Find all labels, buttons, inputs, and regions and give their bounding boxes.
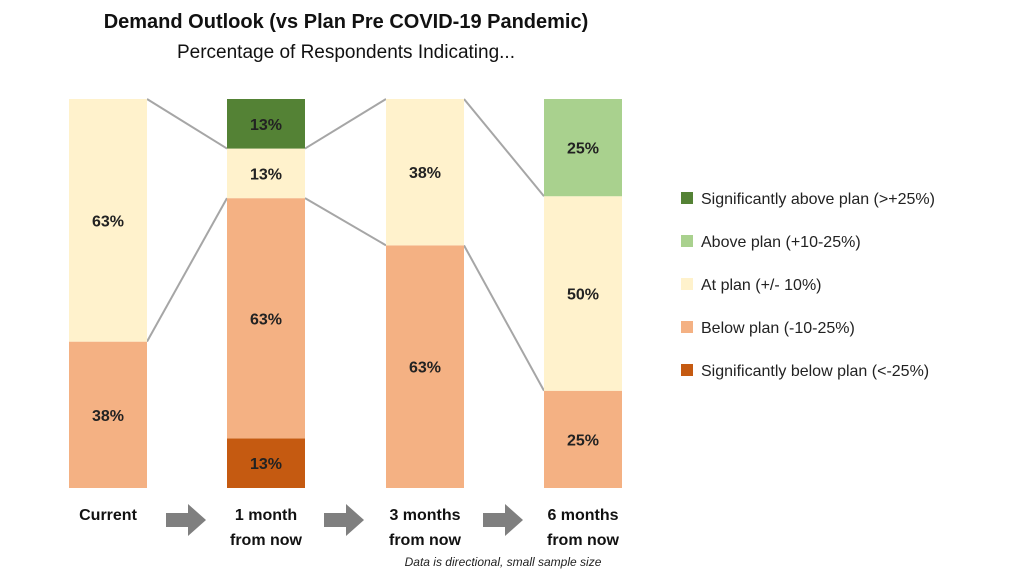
data-label: 13% xyxy=(250,456,282,473)
data-label: 25% xyxy=(567,432,599,449)
data-label: 63% xyxy=(409,360,441,377)
connector-line xyxy=(304,98,387,150)
bars xyxy=(69,99,622,488)
arrow-right-icon xyxy=(483,504,523,536)
bar-segment xyxy=(227,99,305,149)
connector-line xyxy=(463,244,545,392)
arrows xyxy=(166,504,523,536)
legend-swatch xyxy=(681,235,693,247)
arrow-right-icon xyxy=(166,504,206,536)
connector-line xyxy=(304,197,387,247)
connector-line xyxy=(146,197,228,343)
chart-subtitle: Percentage of Respondents Indicating... xyxy=(177,42,515,63)
legend-item: At plan (+/- 10%) xyxy=(681,277,822,294)
bar-segment xyxy=(69,99,147,342)
legend-swatch xyxy=(681,192,693,204)
bar-segment xyxy=(227,148,305,199)
bar-segment xyxy=(386,99,464,246)
chart-title: Demand Outlook (vs Plan Pre COVID-19 Pan… xyxy=(104,11,589,33)
legend-label: At plan (+/- 10%) xyxy=(701,277,822,294)
bar-segment xyxy=(227,438,305,488)
bar-segment xyxy=(544,390,622,488)
connector-lines xyxy=(146,98,545,392)
legend-item: Above plan (+10-25%) xyxy=(681,234,861,251)
data-label: 38% xyxy=(92,408,124,425)
legend-item: Below plan (-10-25%) xyxy=(681,320,855,337)
category-label: 1 month xyxy=(235,507,297,524)
legend: Significantly above plan (>+25%) Above pl… xyxy=(681,191,935,380)
data-label: 38% xyxy=(409,165,441,182)
data-label: 25% xyxy=(567,141,599,158)
legend-label: Below plan (-10-25%) xyxy=(701,320,855,337)
legend-label: Significantly above plan (>+25%) xyxy=(701,191,935,208)
arrow-right-icon xyxy=(324,504,364,536)
data-label: 63% xyxy=(250,311,282,328)
category-label: from now xyxy=(230,532,303,549)
data-label: 13% xyxy=(250,117,282,134)
bar-segment xyxy=(386,245,464,488)
legend-swatch xyxy=(681,364,693,376)
footnote: Data is directional, small sample size xyxy=(405,555,602,569)
data-label: 50% xyxy=(567,287,599,304)
category-label: Current xyxy=(79,507,137,524)
connector-line xyxy=(146,98,228,150)
data-label: 63% xyxy=(92,213,124,230)
legend-label: Significantly below plan (<-25%) xyxy=(701,363,929,380)
category-label: 3 months xyxy=(389,507,460,524)
category-labels: Current 1 month from now 3 months from now 6 … xyxy=(79,507,619,549)
category-label: 6 months xyxy=(547,507,618,524)
legend-label: Above plan (+10-25%) xyxy=(701,234,861,251)
data-label: 13% xyxy=(250,166,282,183)
legend-swatch xyxy=(681,321,693,333)
bar-segment xyxy=(544,99,622,197)
legend-swatch xyxy=(681,278,693,290)
connector-line xyxy=(463,98,545,197)
legend-item: Significantly below plan (<-25%) xyxy=(681,363,929,380)
data-labels: 38% 63% 13% 63% 13% 13% 63% 38% 25% 50% 25% xyxy=(92,117,599,473)
category-label: from now xyxy=(389,532,462,549)
bar-segment xyxy=(544,196,622,391)
bar-segment xyxy=(227,198,305,439)
bar-segment xyxy=(69,341,147,488)
legend-item: Significantly above plan (>+25%) xyxy=(681,191,935,208)
category-label: from now xyxy=(547,532,620,549)
